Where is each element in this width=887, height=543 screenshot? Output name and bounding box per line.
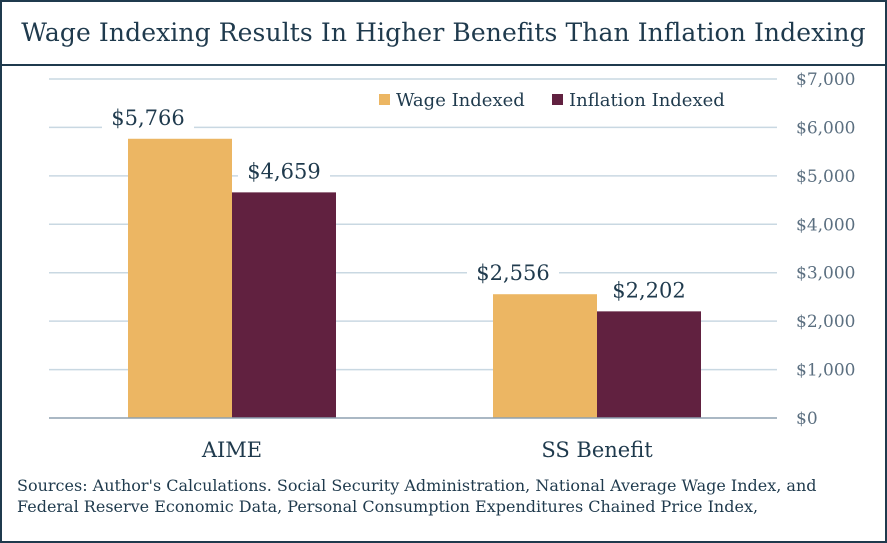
category-label: SS Benefit [541, 438, 653, 462]
y-tick-label: $6,000 [796, 118, 855, 138]
bar [597, 311, 701, 418]
bar-chart: $0 $1,000 $2,000 $3,000 $4,000 $5,000 $6,000 $7… [49, 70, 855, 462]
data-label: $5,766 [111, 106, 184, 130]
data-label-background [467, 260, 559, 287]
chart-title: Wage Indexing Results In Higher Benefits… [21, 18, 866, 47]
data-label: $2,556 [476, 261, 549, 285]
bar [128, 138, 232, 418]
legend-label: Wage Indexed [396, 90, 525, 111]
y-tick-label: $4,000 [796, 215, 855, 235]
data-label: $2,202 [612, 278, 685, 302]
y-tick-label: $1,000 [796, 361, 855, 381]
bar [493, 294, 597, 418]
data-label-background [603, 277, 695, 304]
y-tick-label: $3,000 [796, 264, 855, 284]
y-tick-label: $2,000 [796, 312, 855, 332]
y-tick-label: $5,000 [796, 167, 855, 187]
data-label: $4,659 [247, 159, 320, 183]
bar [232, 192, 336, 418]
title-divider [2, 64, 885, 66]
sources-note: Sources: Author's Calculations. Social S… [17, 476, 817, 516]
data-label-background [238, 158, 330, 185]
legend-label: Inflation Indexed [569, 90, 725, 111]
data-label-background [102, 104, 194, 131]
legend-swatch [379, 94, 390, 105]
legend-swatch [552, 94, 563, 105]
y-tick-label: $0 [796, 409, 818, 429]
y-tick-label: $7,000 [796, 70, 855, 90]
category-label: AIME [201, 438, 262, 462]
